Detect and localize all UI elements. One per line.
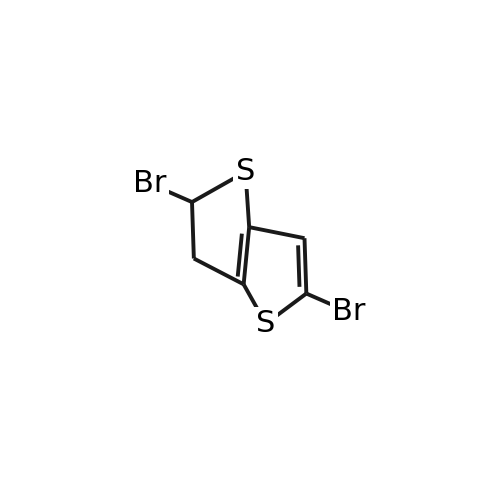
Text: Br: Br [332,297,365,327]
Text: S: S [256,309,275,338]
Text: S: S [236,157,255,186]
Text: Br: Br [133,169,166,198]
